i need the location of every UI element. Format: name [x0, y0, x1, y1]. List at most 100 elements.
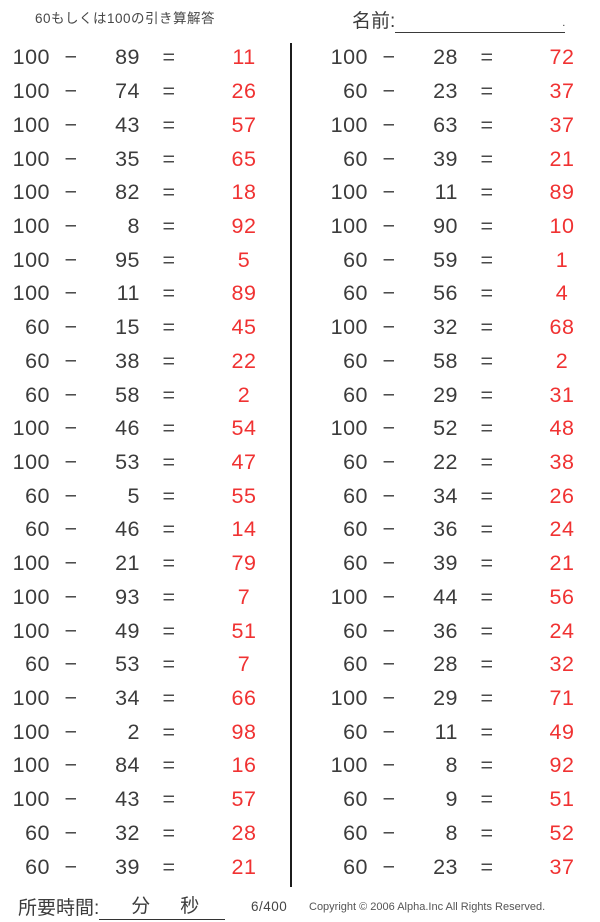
answer: 72 [549, 45, 575, 70]
minus-sign: − [382, 584, 396, 609]
minus-sign: − [64, 112, 78, 137]
subtrahend: 8 [445, 753, 458, 778]
equals-sign: = [480, 79, 494, 104]
problems-column-left: 100−89 = 11 100−74 = 26 100−43 = 57 100−35 = 65 100−… [0, 41, 290, 887]
minuend: 60 [343, 382, 368, 407]
problem-row: 60− 5 = 55 [0, 479, 290, 513]
answer: 57 [231, 112, 257, 137]
answer: 14 [231, 517, 257, 542]
problems-column-right: 100−28 = 72 60−23 = 37 100−63 = 37 60−39 = 21 100−11… [292, 41, 600, 887]
subtrahend: 36 [433, 618, 458, 643]
minuend: 100 [12, 112, 50, 137]
minus-sign: − [382, 247, 396, 272]
minus-sign: − [64, 551, 78, 576]
subtrahend: 56 [433, 281, 458, 306]
answer: 32 [549, 652, 575, 677]
subtrahend: 90 [433, 213, 458, 238]
problem-row: 100− 34 = 66 [0, 682, 290, 716]
minus-sign: − [382, 146, 396, 171]
subtrahend: 46 [115, 517, 140, 542]
answer: 22 [231, 348, 257, 373]
problem-row: 100− 52 = 48 [318, 412, 600, 446]
answer: 66 [231, 686, 257, 711]
subtrahend: 39 [115, 854, 140, 879]
problem-row: 100− 8 = 92 [0, 210, 290, 244]
minus-sign: − [64, 854, 78, 879]
time-input-line: 分秒 [99, 891, 226, 920]
problem-row: 60− 34 = 26 [318, 479, 600, 513]
problem-row: 100− 43 = 57 [0, 783, 290, 817]
minuend: 100 [330, 584, 368, 609]
equals-sign: = [162, 180, 176, 205]
minuend: 100 [330, 315, 368, 340]
time-field: 所要時間: 分秒 [18, 891, 226, 920]
answer: 7 [237, 584, 251, 609]
equals-sign: = [162, 686, 176, 711]
problem-row: 60− 23 = 37 [318, 850, 600, 884]
minus-sign: − [382, 416, 396, 441]
minuend: 60 [343, 348, 368, 373]
minus-sign: − [64, 787, 78, 812]
minus-sign: − [64, 79, 78, 104]
equals-sign: = [162, 79, 176, 104]
page-title: 60もしくは100の引き算解答 [35, 11, 216, 26]
minuend: 60 [25, 382, 50, 407]
equals-sign: = [480, 584, 494, 609]
answer: 92 [231, 213, 257, 238]
subtrahend: 8 [127, 213, 140, 238]
equals-sign: = [480, 180, 494, 205]
minus-sign: − [382, 483, 396, 508]
subtrahend: 32 [115, 820, 140, 845]
answer: 2 [237, 382, 251, 407]
problem-row: 100− 28 = 72 [318, 41, 600, 75]
minuend: 60 [25, 652, 50, 677]
subtrahend: 43 [115, 112, 140, 137]
minus-sign: − [64, 348, 78, 373]
equals-sign: = [480, 45, 494, 70]
subtrahend: 58 [115, 382, 140, 407]
minuend: 100 [12, 180, 50, 205]
problem-row: 100− 95 = 5 [0, 243, 290, 277]
equals-sign: = [162, 652, 176, 677]
subtrahend: 29 [433, 686, 458, 711]
minus-sign: − [382, 112, 396, 137]
minus-sign: − [382, 281, 396, 306]
minuend: 100 [12, 79, 50, 104]
answer: 52 [549, 820, 575, 845]
equals-sign: = [480, 820, 494, 845]
equals-sign: = [480, 854, 494, 879]
answer: 18 [231, 180, 257, 205]
answer: 38 [549, 449, 575, 474]
minus-sign: − [64, 686, 78, 711]
subtrahend: 11 [434, 719, 458, 744]
problem-row: 60− 36 = 24 [318, 513, 600, 547]
answer: 57 [231, 787, 257, 812]
equals-sign: = [480, 416, 494, 441]
problems-area: 100−89 = 11 100−74 = 26 100−43 = 57 100−35 = 65 100−… [0, 41, 600, 887]
problem-row: 100− 46 = 54 [0, 412, 290, 446]
answer: 89 [231, 281, 257, 306]
subtrahend: 35 [115, 146, 140, 171]
subtrahend: 2 [127, 719, 140, 744]
minus-sign: − [382, 787, 396, 812]
subtrahend: 15 [115, 315, 140, 340]
subtrahend: 23 [433, 854, 458, 879]
name-field: 名前:. [352, 6, 566, 33]
minuend: 60 [343, 146, 368, 171]
problem-row: 60− 53 = 7 [0, 648, 290, 682]
answer: 68 [549, 315, 575, 340]
equals-sign: = [162, 719, 176, 744]
minus-sign: − [382, 753, 396, 778]
equals-sign: = [480, 112, 494, 137]
subtrahend: 11 [116, 281, 140, 306]
equals-sign: = [480, 787, 494, 812]
minuend: 100 [12, 146, 50, 171]
minuend: 100 [330, 180, 368, 205]
minuend: 60 [343, 449, 368, 474]
problem-row: 60− 8 = 52 [318, 817, 600, 851]
equals-sign: = [162, 281, 176, 306]
equals-sign: = [162, 787, 176, 812]
answer: 11 [232, 45, 256, 70]
problem-row: 100− 90 = 10 [318, 210, 600, 244]
minuend: 60 [343, 854, 368, 879]
